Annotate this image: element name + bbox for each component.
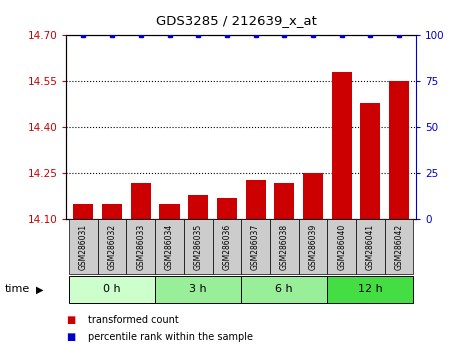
Bar — [73, 204, 94, 219]
Text: GSM286033: GSM286033 — [136, 224, 145, 270]
Bar — [303, 173, 323, 219]
Bar — [155, 219, 184, 274]
Bar — [102, 204, 122, 219]
Text: transformed count: transformed count — [88, 315, 178, 325]
Text: GSM286034: GSM286034 — [165, 224, 174, 270]
Bar — [126, 219, 155, 274]
Text: 3 h: 3 h — [189, 284, 207, 295]
Text: GDS3285 / 212639_x_at: GDS3285 / 212639_x_at — [156, 14, 317, 27]
Bar — [69, 276, 155, 303]
Text: GSM286036: GSM286036 — [222, 224, 231, 270]
Text: ■: ■ — [66, 332, 76, 342]
Bar — [360, 103, 380, 219]
Bar — [245, 179, 266, 219]
Bar — [385, 219, 413, 274]
Text: GSM286041: GSM286041 — [366, 224, 375, 270]
Text: GSM286037: GSM286037 — [251, 224, 260, 270]
Bar — [131, 183, 151, 219]
Bar — [327, 219, 356, 274]
Bar — [298, 219, 327, 274]
Bar — [241, 219, 270, 274]
Text: ■: ■ — [66, 315, 76, 325]
Bar — [212, 219, 241, 274]
Bar — [356, 219, 385, 274]
Bar — [184, 219, 212, 274]
Text: GSM286038: GSM286038 — [280, 224, 289, 270]
Text: percentile rank within the sample: percentile rank within the sample — [88, 332, 253, 342]
Text: GSM286032: GSM286032 — [108, 224, 117, 270]
Text: GSM286035: GSM286035 — [194, 224, 203, 270]
Bar — [241, 276, 327, 303]
Bar — [155, 276, 241, 303]
Text: GSM286042: GSM286042 — [394, 224, 403, 270]
Text: 12 h: 12 h — [358, 284, 383, 295]
Bar — [274, 183, 294, 219]
Bar — [217, 198, 237, 219]
Text: 6 h: 6 h — [275, 284, 293, 295]
Text: time: time — [5, 284, 30, 295]
Text: GSM286031: GSM286031 — [79, 224, 88, 270]
Bar — [69, 219, 98, 274]
Bar — [270, 219, 298, 274]
Bar — [98, 219, 126, 274]
Bar — [159, 204, 180, 219]
Bar — [332, 72, 352, 219]
Text: 0 h: 0 h — [103, 284, 121, 295]
Bar — [327, 276, 413, 303]
Text: GSM286039: GSM286039 — [308, 224, 317, 270]
Text: ▶: ▶ — [36, 284, 44, 295]
Bar — [389, 81, 409, 219]
Text: GSM286040: GSM286040 — [337, 224, 346, 270]
Bar — [188, 195, 208, 219]
